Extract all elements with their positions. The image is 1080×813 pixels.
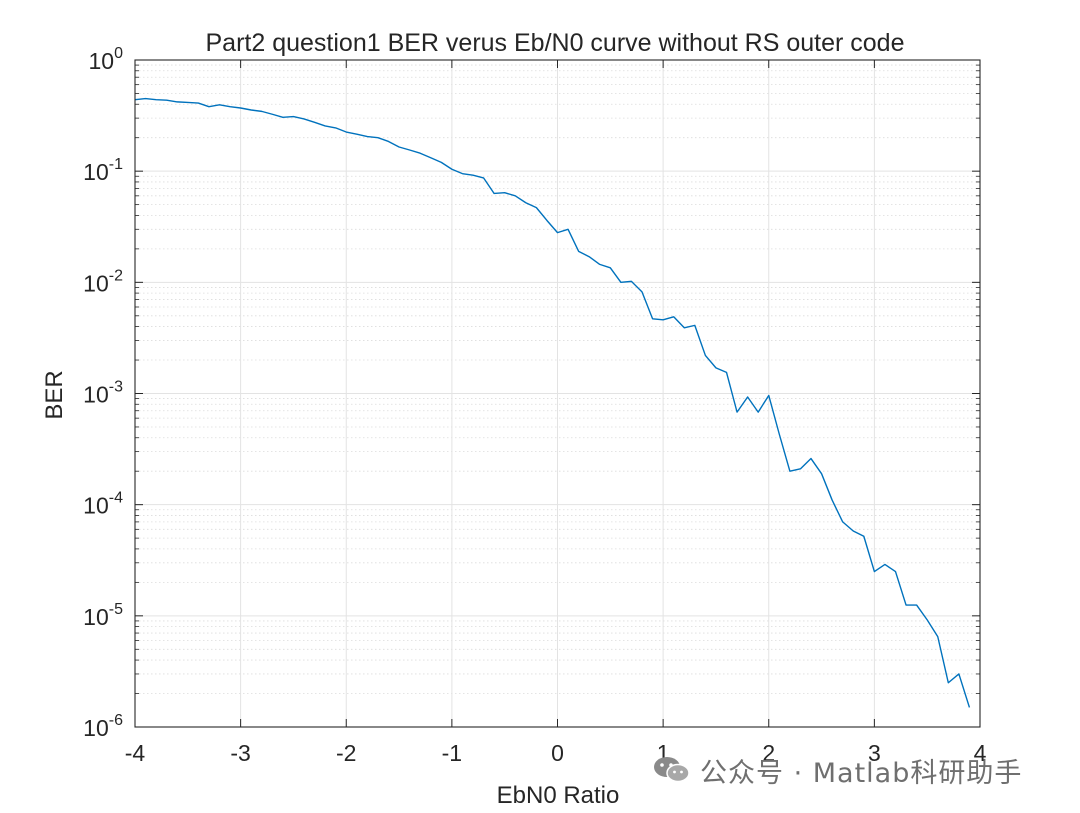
watermark-text: 公众号 · Matlab科研助手 (700, 757, 1023, 789)
series-layer (134, 97, 971, 708)
y-tick-label: 10-3 (83, 379, 123, 408)
x-tick-label: 3 (868, 740, 881, 766)
y-tick-label: 10-1 (83, 156, 123, 185)
y-tick-label: 10-5 (83, 601, 123, 630)
series-line-0 (134, 97, 971, 708)
x-tick-label: -4 (125, 740, 146, 766)
wechat-icon (654, 757, 690, 783)
x-tick-label: 0 (551, 740, 564, 766)
y-tick-label: 100 (89, 45, 124, 74)
chart-title: Part2 question1 BER verus Eb/N0 curve wi… (206, 29, 905, 57)
x-tick-label: -3 (230, 740, 250, 766)
y-tick-label: 10-2 (83, 267, 123, 296)
axes (134, 59, 981, 728)
x-axis-label: EbN0 Ratio (497, 782, 620, 809)
watermark: 公众号 · Matlab科研助手 (652, 752, 1023, 789)
x-tick-label: -2 (336, 740, 356, 766)
grid (134, 59, 981, 728)
x-tick-label: 2 (762, 740, 775, 766)
y-axis-label: BER (41, 370, 68, 419)
x-tick-label: 4 (974, 740, 987, 766)
x-tick-label: -1 (442, 740, 462, 766)
y-tick-label: 10-4 (83, 490, 123, 519)
y-tick-label: 10-6 (83, 712, 123, 741)
